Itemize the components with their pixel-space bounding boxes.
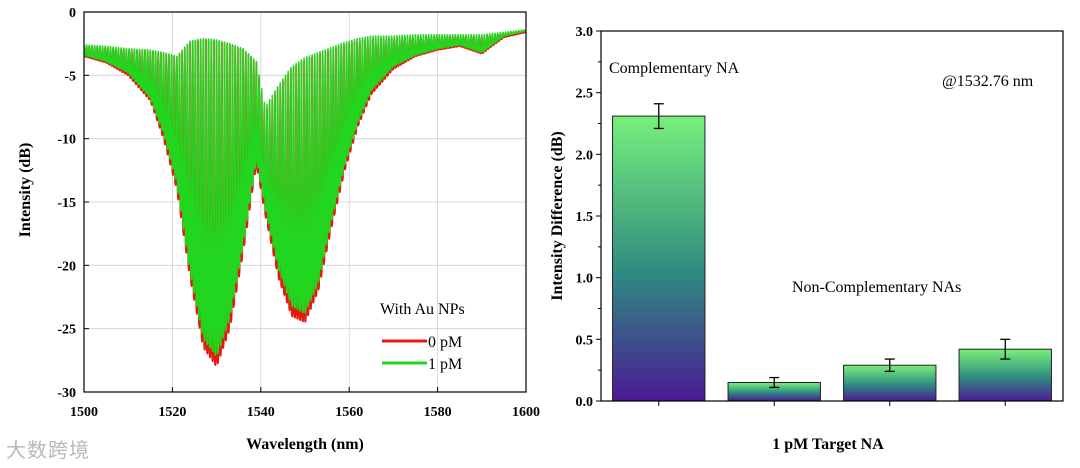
spectrum-chart: 1500 1520 1540 1560 1580 1600 0 -5 -10 -15 -20 -25 -…: [17, 6, 540, 453]
right-y-tick-label: 3.0: [576, 25, 594, 40]
right-y-tick-label: 0.5: [576, 333, 594, 348]
right-y-tick-label: 2.0: [576, 148, 594, 163]
left-y-tick-label: -20: [57, 259, 76, 274]
legend-label-1pm: 1 pM: [428, 356, 462, 373]
left-axis-ticks: 1500 1520 1540 1560 1580 1600 0 -5 -10 -15 -20 -25 -…: [57, 6, 540, 420]
left-x-tick-label: 1500: [70, 405, 98, 420]
left-x-tick-label: 1560: [335, 405, 363, 420]
right-y-tick-label: 1.5: [576, 210, 594, 225]
left-y-tick-label: -15: [57, 196, 76, 211]
left-y-tick-label: -5: [64, 69, 76, 84]
watermark: 大数跨境: [6, 438, 90, 462]
right-y-tick-label: 2.5: [576, 87, 594, 102]
left-x-axis-label: Wavelength (nm): [246, 436, 364, 453]
legend-title: With Au NPs: [380, 301, 465, 318]
right-axis-ticks: 0.0 0.5 1.0 1.5 2.0 2.5 3.0: [576, 25, 1006, 410]
annotation-complementary: Complementary NA: [609, 60, 740, 77]
spectrum-line-1pm: [84, 29, 526, 356]
left-x-tick-label: 1540: [247, 405, 275, 420]
legend-label-0pm: 0 pM: [428, 334, 462, 351]
right-y-axis-label: Intensity Difference (dB): [549, 131, 566, 300]
left-x-tick-label: 1520: [158, 405, 186, 420]
left-y-tick-label: 0: [69, 6, 76, 21]
right-x-axis-label: 1 pM Target NA: [772, 436, 884, 453]
right-bars-group: [612, 103, 1052, 402]
left-series-group: [84, 29, 526, 366]
left-y-axis-label: Intensity (dB): [17, 143, 34, 238]
left-x-tick-label: 1600: [512, 405, 540, 420]
left-y-tick-label: -25: [57, 323, 76, 338]
right-y-tick-label: 0.0: [576, 395, 594, 410]
right-y-tick-label: 1.0: [576, 272, 594, 287]
left-x-tick-label: 1580: [424, 405, 452, 420]
bar-chart: 0.0 0.5 1.0 1.5 2.0 2.5 3.0 1 pM Target NA Int…: [549, 25, 1064, 453]
annotation-wavelength: @1532.76 nm: [942, 73, 1034, 90]
left-y-tick-label: -10: [57, 133, 76, 148]
bar-1: [612, 115, 706, 402]
legend: With Au NPs 0 pM 1 pM: [380, 301, 465, 373]
annotation-non-complementary: Non-Complementary NAs: [792, 279, 961, 296]
left-y-tick-label: -30: [57, 386, 76, 401]
